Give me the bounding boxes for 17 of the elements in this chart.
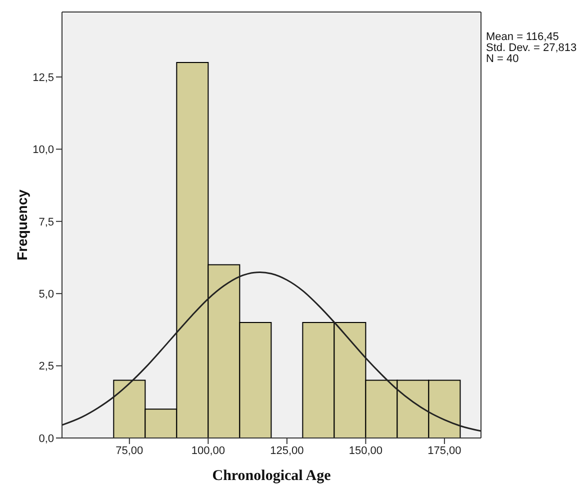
y-axis-title: Frequency [14,189,30,260]
x-tick-label: 100,00 [191,444,226,457]
y-tick-label: 7,5 [38,216,54,228]
y-tick-label: 2,5 [38,360,54,373]
x-tick-label: 75,00 [116,444,144,457]
x-axis-title: Chronological Age [212,468,332,484]
y-tick-label: 5,0 [38,288,54,300]
x-tick-label: 175,00 [428,444,462,457]
text: Mean = 116,45 [486,31,560,43]
x-tick-label: 125,00 [270,444,304,457]
y-tick-label: 12,5 [32,72,54,84]
text: Std. Dev. = 27,813 [486,42,577,54]
line-series [62,271,481,432]
x-tick-label: 150,00 [348,444,383,457]
text: N = 40 [486,53,520,65]
y-tick-label: 0,0 [38,432,54,445]
y-tick-label: 10,0 [32,144,54,156]
